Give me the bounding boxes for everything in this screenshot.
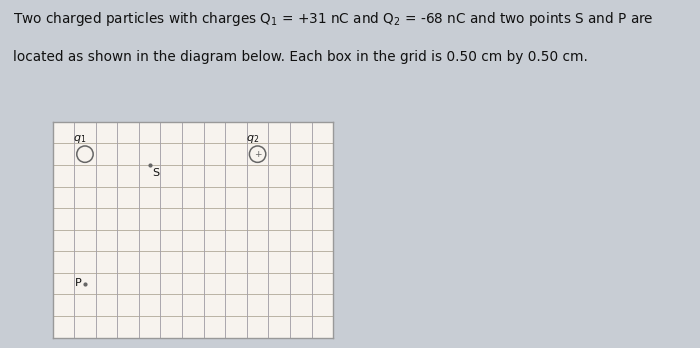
Text: P: P	[76, 278, 82, 287]
Text: Two charged particles with charges Q$_1$ = +31 nC and Q$_2$ = -68 nC and two poi: Two charged particles with charges Q$_1$…	[13, 10, 653, 29]
Text: $q_2$: $q_2$	[246, 133, 259, 145]
Text: located as shown in the diagram below. Each box in the grid is 0.50 cm by 0.50 c: located as shown in the diagram below. E…	[13, 50, 587, 64]
Text: +: +	[254, 150, 261, 159]
Text: $q_1$: $q_1$	[73, 133, 86, 145]
Text: S: S	[153, 167, 160, 177]
